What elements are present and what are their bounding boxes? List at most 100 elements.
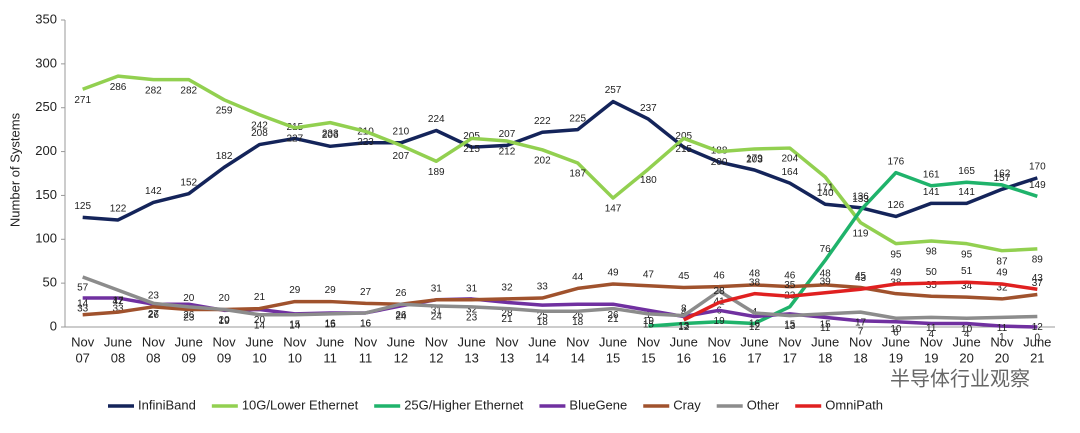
- data-label: 171: [817, 183, 834, 194]
- data-label: 7: [858, 327, 864, 338]
- legend-label: OmniPath: [825, 397, 883, 412]
- data-label: 44: [572, 272, 584, 283]
- data-label: 141: [923, 187, 940, 198]
- series-line: [82, 74, 1038, 253]
- data-label: 233: [322, 128, 339, 139]
- data-label: 33: [112, 304, 124, 315]
- x-tick-label: 13: [464, 350, 478, 365]
- x-tick-label: June: [387, 334, 415, 349]
- data-label: 204: [781, 154, 798, 165]
- y-tick-label: 350: [35, 11, 57, 26]
- data-label: 95: [961, 249, 973, 260]
- data-label: 35: [926, 280, 938, 291]
- data-label: 20: [219, 293, 231, 304]
- data-label: 187: [569, 169, 586, 180]
- data-label: 15: [820, 319, 832, 330]
- data-label: 48: [749, 269, 761, 280]
- data-label: 4: [928, 329, 934, 340]
- data-label: 95: [890, 249, 902, 260]
- data-label: 207: [499, 129, 516, 140]
- data-label: 180: [640, 175, 657, 186]
- legend-label: Cray: [673, 397, 701, 412]
- data-label: 215: [675, 144, 692, 155]
- data-label: 126: [888, 200, 905, 211]
- data-label: 33: [77, 304, 89, 315]
- data-label: 147: [605, 204, 622, 215]
- data-label: 49: [996, 268, 1008, 279]
- data-label: 12: [678, 322, 690, 333]
- data-label: 16: [360, 319, 372, 330]
- data-label: 0: [1035, 333, 1041, 344]
- series-line: [82, 282, 1038, 317]
- data-label: 149: [1029, 180, 1046, 191]
- data-label: 16: [325, 319, 337, 330]
- data-label: 45: [855, 271, 867, 282]
- x-tick-label: 18: [853, 350, 867, 365]
- data-label: 208: [251, 128, 268, 139]
- data-label: 23: [148, 290, 160, 301]
- data-label: 14: [289, 320, 301, 331]
- data-label: 136: [852, 191, 869, 202]
- data-label: 46: [784, 270, 796, 281]
- data-label: 19: [714, 316, 726, 327]
- data-label: 282: [180, 85, 197, 96]
- data-label: 17: [855, 318, 867, 329]
- data-label: 38: [749, 277, 761, 288]
- x-tick-label: 16: [712, 350, 726, 365]
- data-label: 24: [431, 312, 443, 323]
- x-tick-label: 15: [641, 350, 655, 365]
- data-label: 49: [607, 268, 619, 279]
- x-tick-label: 15: [606, 350, 620, 365]
- x-tick-label: 11: [359, 350, 373, 365]
- y-tick-label: 200: [35, 143, 57, 158]
- data-label: 33: [537, 282, 549, 293]
- data-label: 133: [852, 194, 869, 205]
- x-tick-label: 20: [995, 350, 1009, 365]
- data-label: 18: [572, 317, 584, 328]
- x-tick-label: 10: [288, 350, 302, 365]
- x-tick-label: Nov: [849, 334, 873, 349]
- data-label: 17: [112, 296, 124, 307]
- x-tick-label: June: [953, 334, 981, 349]
- data-label: 89: [1032, 255, 1044, 266]
- data-label: 152: [180, 177, 197, 188]
- data-label: 20: [254, 315, 266, 326]
- data-label: 12: [1032, 322, 1044, 333]
- legend-label: InfiniBand: [138, 397, 196, 412]
- data-label: 8: [681, 304, 687, 315]
- data-label: 212: [499, 147, 516, 158]
- data-label: 14: [77, 298, 89, 309]
- watermark: 半导体行业观察: [890, 367, 1030, 390]
- data-label: 31: [466, 283, 478, 294]
- x-tick-label: Nov: [637, 334, 661, 349]
- data-label: 20: [219, 315, 231, 326]
- y-tick-label: 150: [35, 187, 57, 202]
- data-label: 176: [888, 156, 905, 167]
- data-label: 141: [958, 187, 975, 198]
- data-label: 15: [784, 319, 796, 330]
- data-label: 157: [994, 173, 1011, 184]
- series-line: [82, 99, 1038, 222]
- data-label: 165: [958, 166, 975, 177]
- data-label: 179: [746, 154, 763, 165]
- x-tick-label: June: [740, 334, 768, 349]
- data-label: 13: [678, 321, 690, 332]
- data-label: 237: [640, 103, 657, 114]
- data-label: 205: [675, 131, 692, 142]
- data-label: 161: [923, 169, 940, 180]
- data-label: 20: [183, 293, 195, 304]
- data-label: 50: [926, 267, 938, 278]
- data-label: 16: [749, 319, 761, 330]
- data-label: 21: [501, 314, 513, 325]
- data-label: 11: [997, 323, 1008, 334]
- x-tick-label: Nov: [354, 334, 378, 349]
- x-tick-label: Nov: [708, 334, 732, 349]
- x-tick-label: 17: [783, 350, 797, 365]
- data-label: 26: [572, 310, 584, 321]
- data-label: 98: [926, 247, 938, 258]
- data-label: 205: [463, 131, 480, 142]
- data-label: 31: [431, 305, 443, 316]
- x-tick-label: 08: [111, 350, 125, 365]
- data-label: 182: [216, 151, 233, 162]
- data-label: 11: [820, 323, 831, 334]
